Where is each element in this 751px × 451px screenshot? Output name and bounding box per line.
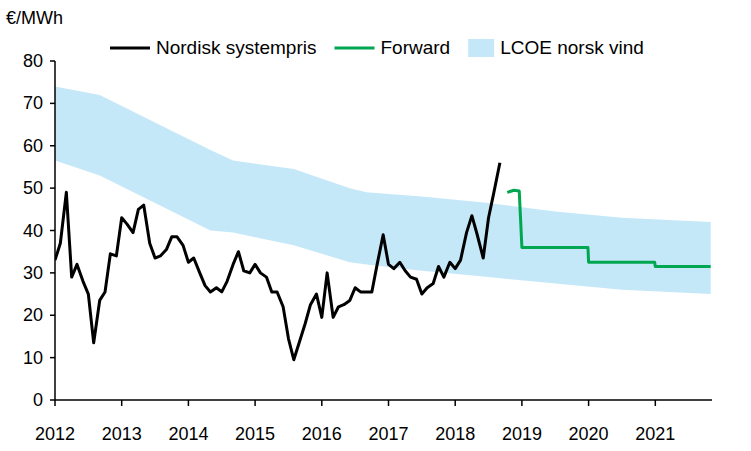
x-tick [454, 400, 456, 406]
legend-label: LCOE norsk vind [500, 37, 644, 58]
y-tick-label: 70 [23, 93, 43, 113]
y-tick [50, 357, 55, 359]
x-tick-label: 2013 [102, 424, 142, 444]
legend-swatch [110, 47, 150, 50]
y-tick-label: 20 [23, 305, 43, 325]
x-tick-label: 2016 [302, 424, 342, 444]
y-tick [50, 60, 55, 62]
x-tick [254, 400, 256, 406]
x-tick [588, 400, 590, 406]
y-tick [50, 315, 55, 317]
y-tick-label: 10 [23, 348, 43, 368]
x-tick-label: 2020 [569, 424, 609, 444]
legend-label: Nordisk systempris [156, 37, 316, 58]
x-tick [121, 400, 123, 406]
series-line [55, 163, 500, 360]
y-tick [50, 230, 55, 232]
y-tick [50, 103, 55, 105]
x-tick-label: 2019 [502, 424, 542, 444]
lcoe-band [55, 86, 711, 294]
legend-label: Forward [380, 37, 450, 58]
y-tick [50, 272, 55, 274]
legend-swatch [334, 47, 374, 50]
x-axis [55, 399, 712, 401]
x-tick [188, 400, 190, 406]
x-tick [388, 400, 390, 406]
y-tick-label: 80 [23, 51, 43, 71]
y-tick-label: 40 [23, 221, 43, 241]
y-tick-label: 0 [33, 390, 43, 410]
legend: Nordisk systempris Forward LCOE norsk vind [110, 37, 644, 58]
x-tick-label: 2021 [635, 424, 675, 444]
x-tick-label: 2018 [435, 424, 475, 444]
x-tick [521, 400, 523, 406]
plot-area [55, 86, 711, 359]
chart: 0 10 20 30 40 50 60 70 80 2012 2013 2014 2015 2016 201… [0, 0, 751, 451]
x-tick [655, 400, 657, 406]
legend-swatch [468, 39, 494, 57]
x-tick-label: 2014 [168, 424, 208, 444]
y-axis-label: €/MWh [6, 8, 63, 28]
series-line [507, 190, 710, 266]
y-tick-label: 50 [23, 178, 43, 198]
y-tick-label: 60 [23, 136, 43, 156]
y-tick [50, 187, 55, 189]
x-tick-label: 2012 [35, 424, 75, 444]
x-tick-label: 2017 [368, 424, 408, 444]
x-tick [54, 400, 56, 406]
x-tick-label: 2015 [235, 424, 275, 444]
y-tick-label: 30 [23, 263, 43, 283]
y-tick [50, 145, 55, 147]
x-tick [321, 400, 323, 406]
